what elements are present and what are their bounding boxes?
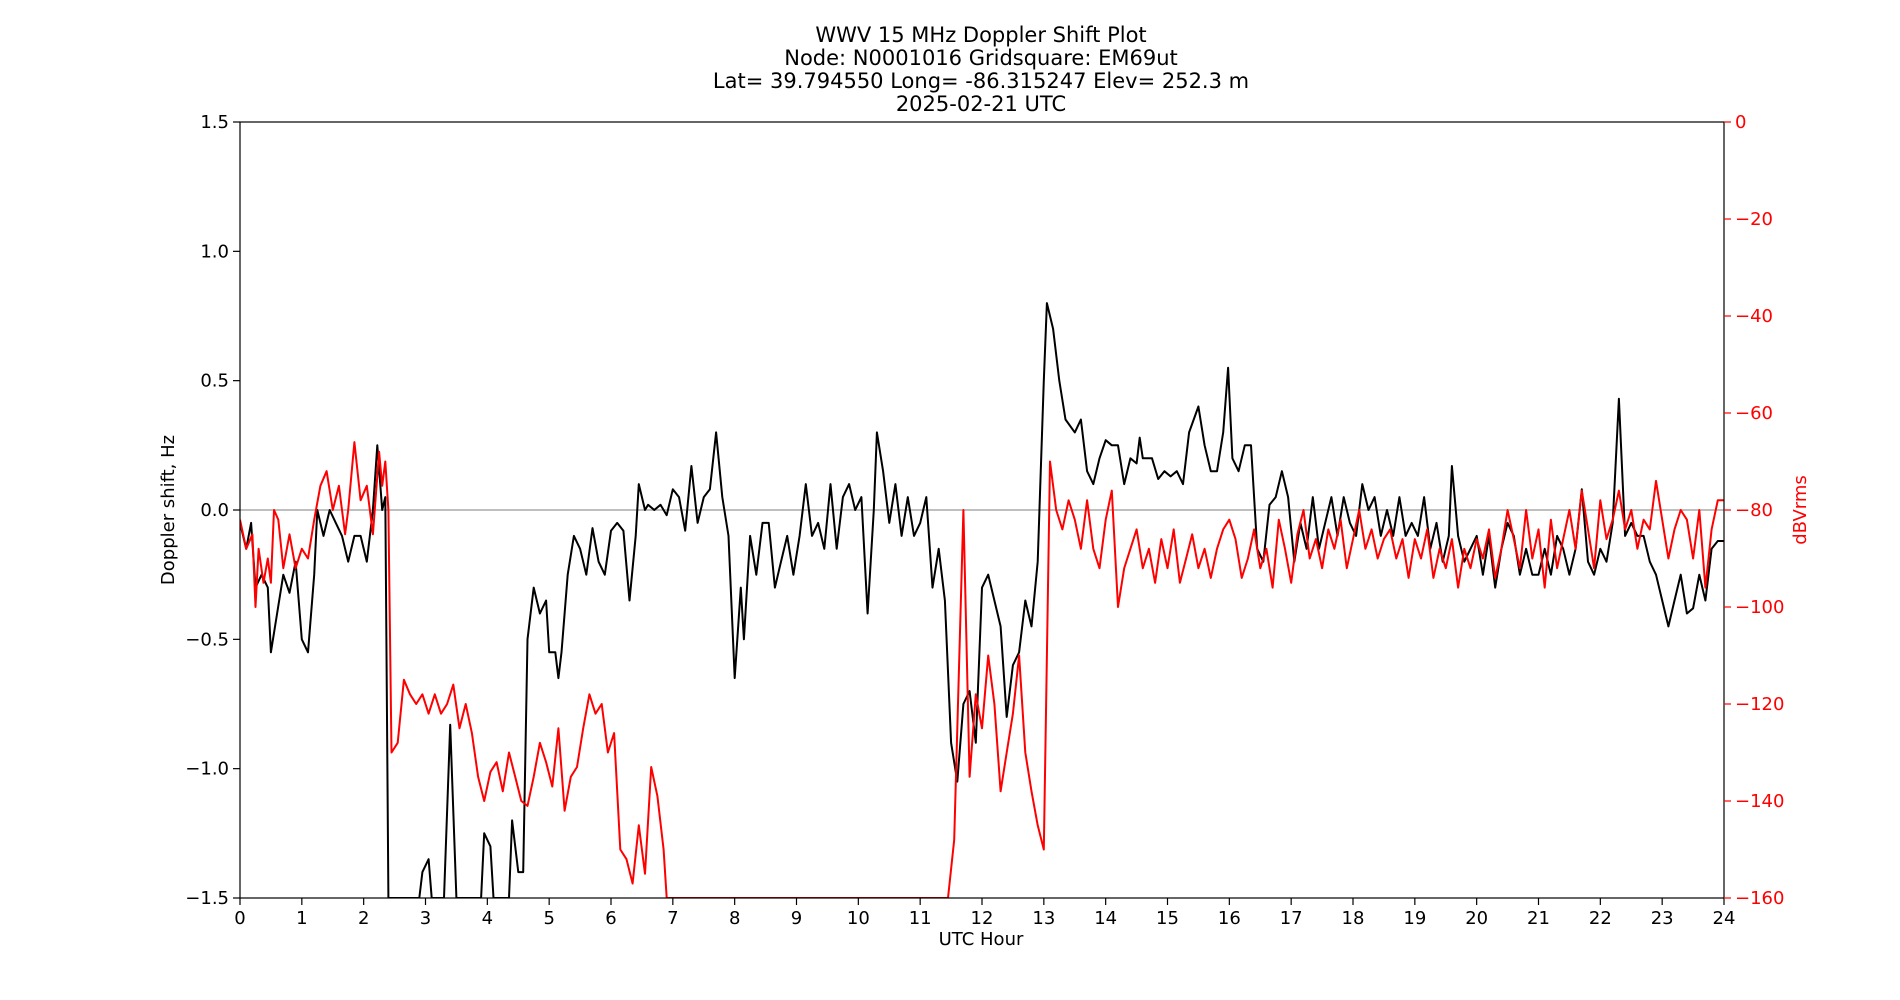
right-tick-label: −60 [1735,403,1773,424]
left-tick-label: 1.0 [200,241,229,262]
left-tick-label: 0.5 [200,371,229,392]
x-tick-label: 1 [296,908,307,929]
x-tick-label: 17 [1280,908,1303,929]
x-tick-label: 20 [1465,908,1488,929]
right-axis-ticks: −160 −140 −120 −100 −80 −60 −40 −20 0 [1724,112,1784,909]
x-tick-label: 2 [358,908,369,929]
x-tick-label: 10 [847,908,870,929]
x-tick-label: 9 [791,908,802,929]
title-line-3: Lat= 39.794550 Long= -86.315247 Elev= 25… [713,69,1249,93]
right-tick-label: −100 [1735,597,1784,618]
x-tick-label: 23 [1651,908,1674,929]
x-tick-label: 13 [1032,908,1055,929]
left-axis-ticks: −1.5 −1.0 −0.5 0.0 0.5 1.0 1.5 [185,112,240,909]
x-tick-label: 24 [1713,908,1736,929]
x-tick-label: 4 [482,908,493,929]
left-axis-label: Doppler shift, Hz [158,435,179,585]
x-tick-label: 3 [420,908,431,929]
left-tick-label: 1.5 [200,112,229,133]
x-tick-label: 15 [1156,908,1179,929]
x-tick-label: 12 [971,908,994,929]
right-tick-label: −120 [1735,694,1784,715]
x-tick-label: 7 [667,908,678,929]
right-tick-label: −20 [1735,209,1773,230]
x-tick-label: 5 [543,908,554,929]
x-tick-label: 21 [1527,908,1550,929]
right-tick-label: −40 [1735,306,1773,327]
doppler-series-line [240,302,1724,898]
right-tick-label: −160 [1735,888,1784,909]
x-tick-label: 6 [605,908,616,929]
right-tick-label: 0 [1735,112,1746,133]
right-tick-label: −80 [1735,500,1773,521]
right-axis-label: dBVrms [1790,475,1811,545]
power-series-line [240,441,1724,898]
title-line-1: WWV 15 MHz Doppler Shift Plot [815,23,1146,47]
x-tick-label: 16 [1218,908,1241,929]
left-tick-label: −1.0 [185,759,229,780]
x-tick-label: 11 [909,908,932,929]
x-axis-label: UTC Hour [939,929,1024,950]
x-tick-label: 19 [1403,908,1426,929]
chart-title: WWV 15 MHz Doppler Shift Plot Node: N000… [713,23,1249,116]
right-tick-label: −140 [1735,791,1784,812]
x-tick-label: 14 [1094,908,1117,929]
x-axis-ticks: 0 1 2 3 4 5 6 7 8 9 10 11 12 13 14 15 16 17 18 19 20 21 22 23 24 [234,898,1735,929]
title-line-2: Node: N0001016 Gridsquare: EM69ut [784,46,1177,70]
series-lines [240,302,1724,898]
x-tick-label: 8 [729,908,740,929]
x-tick-label: 22 [1589,908,1612,929]
x-tick-label: 18 [1342,908,1365,929]
x-tick-label: 0 [234,908,245,929]
title-line-4: 2025-02-21 UTC [896,92,1066,116]
left-tick-label: −0.5 [185,629,229,650]
left-tick-label: −1.5 [185,888,229,909]
left-tick-label: 0.0 [200,500,229,521]
